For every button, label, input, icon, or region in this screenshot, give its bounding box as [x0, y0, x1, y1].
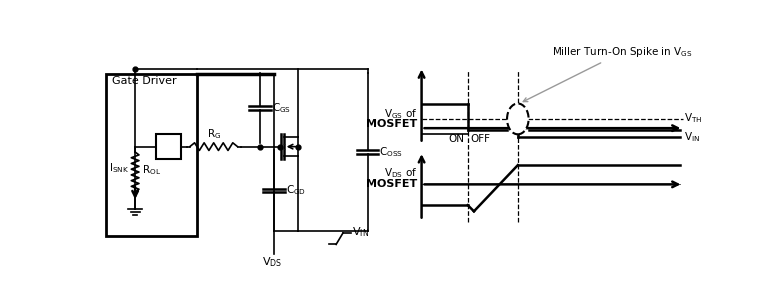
Text: V$_{\mathsf{IN}}$: V$_{\mathsf{IN}}$	[352, 225, 370, 239]
Text: Gate Driver: Gate Driver	[112, 75, 176, 86]
Text: R$_{\mathsf{G}}$: R$_{\mathsf{G}}$	[206, 128, 221, 141]
Bar	[156, 134, 180, 159]
Text: I$_{\mathsf{SNK}}$: I$_{\mathsf{SNK}}$	[109, 161, 129, 175]
Text: OFF: OFF	[470, 134, 490, 144]
Text: C$_{\mathsf{GD}}$: C$_{\mathsf{GD}}$	[286, 184, 306, 198]
Text: V$_{\mathsf{IN}}$: V$_{\mathsf{IN}}$	[685, 130, 700, 144]
Text: C$_{\mathsf{GS}}$: C$_{\mathsf{GS}}$	[273, 101, 291, 115]
Text: ON: ON	[448, 134, 464, 144]
Text: V$_{\mathsf{TH}}$: V$_{\mathsf{TH}}$	[685, 111, 702, 125]
Text: MOSFET: MOSFET	[367, 179, 417, 189]
Text: R$_{\mathsf{OL}}$: R$_{\mathsf{OL}}$	[142, 164, 161, 177]
Ellipse shape	[507, 103, 528, 134]
Text: MOSFET: MOSFET	[367, 119, 417, 129]
Text: Miller Turn-On Spike in V$_{\mathsf{GS}}$: Miller Turn-On Spike in V$_{\mathsf{GS}}…	[524, 45, 693, 102]
Text: V$_{\mathsf{GS}}$ of: V$_{\mathsf{GS}}$ of	[384, 107, 417, 121]
Text: C$_{\mathsf{OSS}}$: C$_{\mathsf{OSS}}$	[380, 145, 403, 159]
Text: V$_{\mathsf{DS}}$: V$_{\mathsf{DS}}$	[262, 255, 283, 269]
Bar	[105, 74, 196, 236]
Text: V$_{\mathsf{DS}}$ of: V$_{\mathsf{DS}}$ of	[384, 167, 417, 181]
